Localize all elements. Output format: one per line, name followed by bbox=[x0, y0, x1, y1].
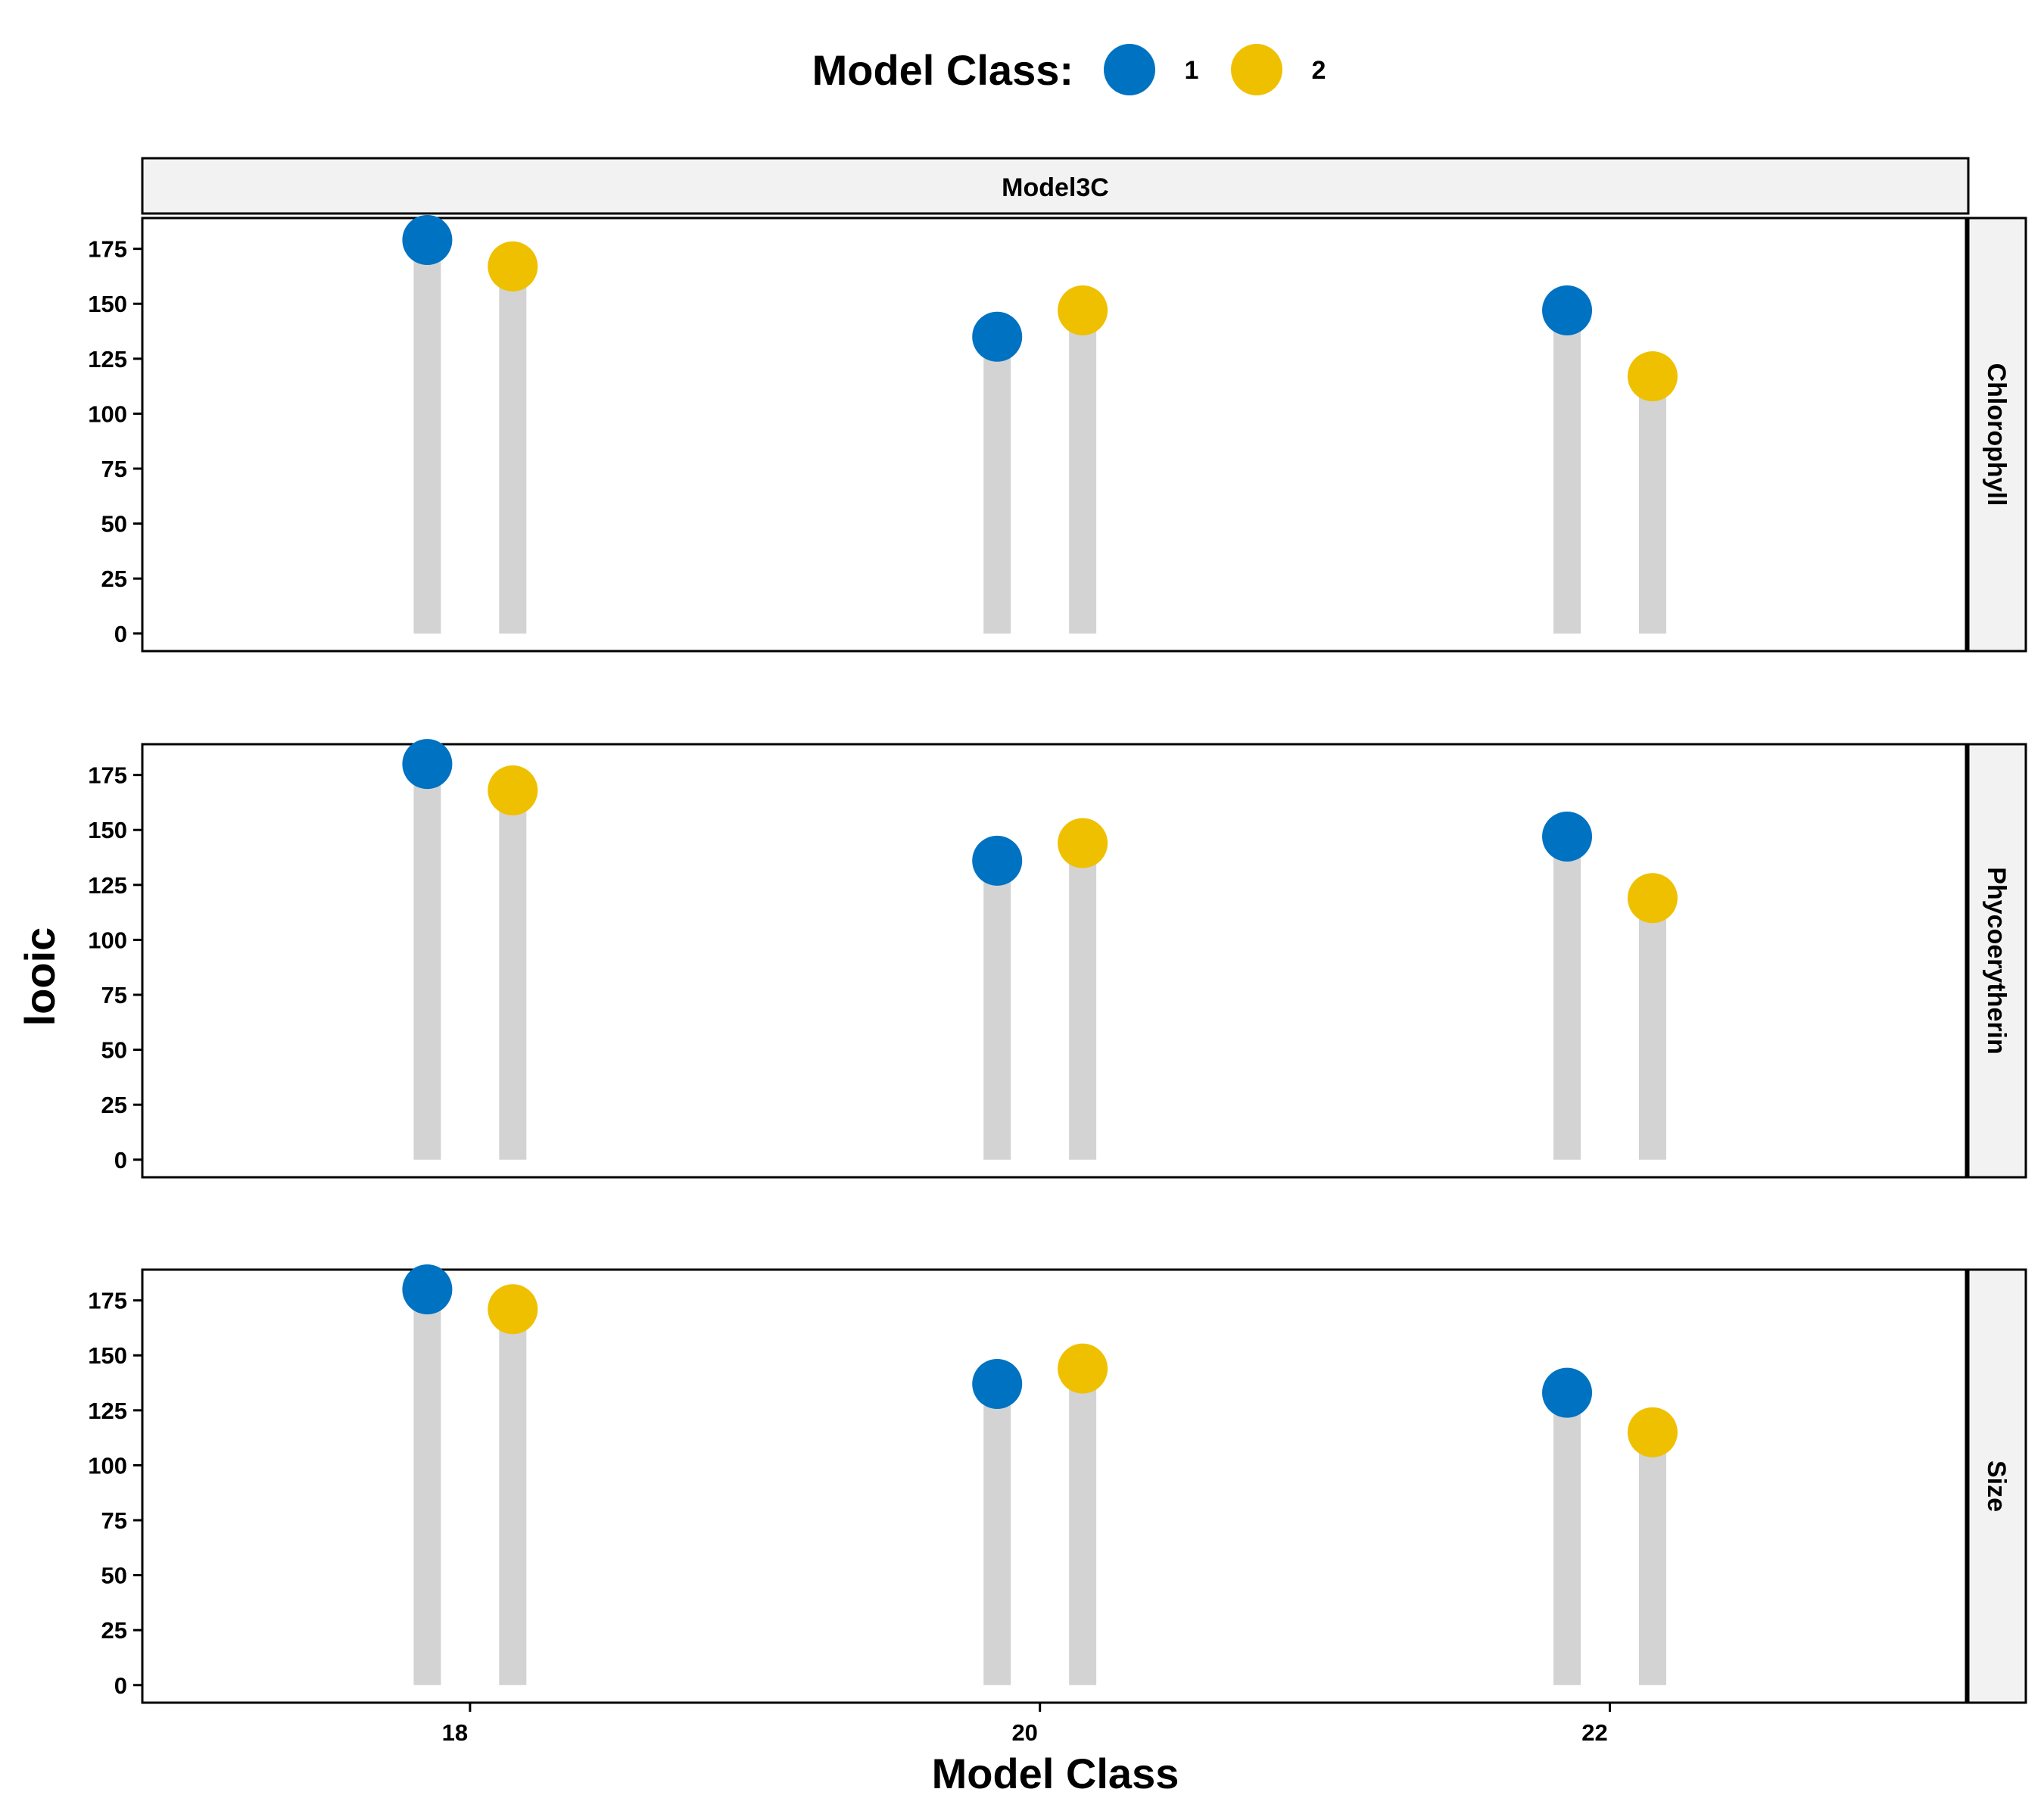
facet-panels: Chlorophyll0255075100125150175Phycoeryth… bbox=[88, 215, 2027, 1704]
point-size-class2-x18 bbox=[488, 1284, 538, 1335]
panel-chlorophyll: Chlorophyll 0 25 50 75 100 125 150 175 bbox=[88, 215, 2027, 653]
y-tick-label: 150 bbox=[88, 1342, 127, 1369]
y-tick-label: 0 bbox=[114, 1672, 127, 1699]
point-phycoerytherin-class1-x18 bbox=[402, 739, 453, 790]
legend-key-class-2 bbox=[1231, 44, 1282, 95]
panel-size: Size 0 25 50 75 100 125 150 175 bbox=[88, 1264, 2027, 1704]
y-tick-label: 75 bbox=[101, 456, 127, 482]
row-strip bbox=[1967, 743, 2027, 1179]
y-tick-label: 50 bbox=[101, 511, 127, 538]
y-tick-label: 25 bbox=[101, 1092, 127, 1118]
stem-phycoerytherin-class2-x18 bbox=[499, 790, 527, 1160]
legend: Model Class: 1 2 bbox=[812, 44, 1326, 95]
point-chlorophyll-class1-x22 bbox=[1542, 285, 1593, 335]
stem-size-class1-x20 bbox=[983, 1383, 1011, 1685]
column-strip-label: Model3C bbox=[1002, 173, 1109, 202]
stem-phycoerytherin-class2-x20 bbox=[1069, 843, 1097, 1160]
y-tick-label: 50 bbox=[101, 1563, 127, 1589]
x-axis: 18 20 22 bbox=[442, 1703, 1611, 1746]
y-tick-label: 175 bbox=[88, 762, 127, 789]
column-strip: Model3C bbox=[141, 157, 1970, 215]
y-tick-label: 25 bbox=[101, 566, 127, 592]
row-strip bbox=[1967, 217, 2027, 653]
point-phycoerytherin-class2-x22 bbox=[1627, 873, 1678, 924]
stem-chlorophyll-class2-x22 bbox=[1638, 376, 1666, 634]
stem-chlorophyll-class1-x18 bbox=[413, 240, 441, 634]
point-chlorophyll-class1-x18 bbox=[402, 215, 453, 266]
y-axis-title: looic bbox=[16, 927, 64, 1027]
y-tick-label: 175 bbox=[88, 236, 127, 263]
point-phycoerytherin-class2-x20 bbox=[1058, 818, 1108, 868]
y-tick-label: 125 bbox=[88, 872, 127, 899]
point-chlorophyll-class2-x18 bbox=[488, 241, 538, 291]
x-tick-label: 20 bbox=[1011, 1719, 1037, 1746]
point-phycoerytherin-class1-x20 bbox=[972, 835, 1023, 886]
stem-phycoerytherin-class1-x22 bbox=[1553, 836, 1581, 1160]
stem-phycoerytherin-class1-x20 bbox=[983, 860, 1011, 1160]
stem-size-class2-x20 bbox=[1069, 1368, 1097, 1685]
y-tick-label: 125 bbox=[88, 346, 127, 372]
stem-phycoerytherin-class2-x22 bbox=[1638, 898, 1666, 1160]
legend-label-class-2: 2 bbox=[1312, 56, 1326, 85]
row-strip-label: Size bbox=[1982, 1460, 2011, 1512]
row-strip-label: Chlorophyll bbox=[1982, 363, 2011, 506]
stem-chlorophyll-class1-x22 bbox=[1553, 310, 1581, 634]
y-tick-label: 0 bbox=[114, 621, 127, 647]
point-size-class2-x20 bbox=[1058, 1343, 1108, 1394]
stem-phycoerytherin-class1-x18 bbox=[413, 764, 441, 1160]
y-tick-label: 150 bbox=[88, 291, 127, 317]
stem-size-class1-x22 bbox=[1553, 1392, 1581, 1685]
legend-key-class-1 bbox=[1104, 44, 1155, 95]
stem-chlorophyll-class2-x20 bbox=[1069, 310, 1097, 634]
y-tick-label: 25 bbox=[101, 1617, 127, 1644]
stem-size-class2-x22 bbox=[1638, 1432, 1666, 1685]
y-tick-label: 0 bbox=[114, 1147, 127, 1173]
point-phycoerytherin-class1-x22 bbox=[1542, 811, 1593, 862]
y-tick-label: 50 bbox=[101, 1037, 127, 1064]
x-tick-label: 22 bbox=[1581, 1719, 1607, 1746]
y-tick-label: 175 bbox=[88, 1288, 127, 1314]
x-tick-label: 18 bbox=[442, 1719, 468, 1746]
y-tick-label: 150 bbox=[88, 817, 127, 843]
panel-phycoerytherin: Phycoerytherin 0 25 50 75 100 125 150 175 bbox=[88, 739, 2027, 1179]
stem-chlorophyll-class1-x20 bbox=[983, 336, 1011, 634]
point-chlorophyll-class2-x22 bbox=[1627, 351, 1678, 402]
stem-chlorophyll-class2-x18 bbox=[499, 266, 527, 634]
point-size-class1-x20 bbox=[972, 1358, 1023, 1409]
legend-title: Model Class: bbox=[812, 46, 1073, 94]
stem-size-class2-x18 bbox=[499, 1309, 527, 1685]
point-chlorophyll-class2-x20 bbox=[1058, 285, 1108, 335]
point-phycoerytherin-class2-x18 bbox=[488, 765, 538, 815]
legend-label-class-1: 1 bbox=[1185, 56, 1199, 85]
y-tick-label: 125 bbox=[88, 1398, 127, 1424]
y-tick-label: 100 bbox=[88, 1452, 127, 1479]
point-chlorophyll-class1-x20 bbox=[972, 311, 1023, 362]
y-tick-label: 100 bbox=[88, 927, 127, 953]
x-axis-title: Model Class bbox=[932, 1750, 1179, 1797]
point-size-class1-x18 bbox=[402, 1264, 453, 1315]
point-size-class1-x22 bbox=[1542, 1367, 1593, 1418]
point-size-class2-x22 bbox=[1627, 1407, 1678, 1457]
y-tick-label: 100 bbox=[88, 400, 127, 427]
y-tick-label: 75 bbox=[101, 1507, 127, 1534]
y-tick-label: 75 bbox=[101, 982, 127, 1008]
row-strip bbox=[1967, 1268, 2027, 1704]
row-strip-label: Phycoerytherin bbox=[1982, 867, 2011, 1055]
stem-size-class1-x18 bbox=[413, 1289, 441, 1685]
